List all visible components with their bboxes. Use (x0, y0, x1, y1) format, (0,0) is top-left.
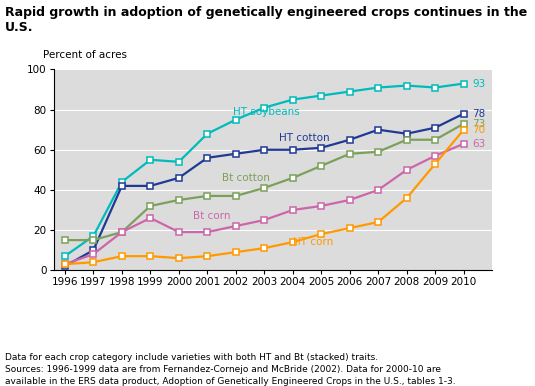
Text: Bt cotton: Bt cotton (221, 173, 270, 183)
Text: Percent of acres: Percent of acres (43, 50, 127, 60)
Text: 93: 93 (472, 78, 485, 88)
Text: 78: 78 (472, 108, 485, 119)
Text: 73: 73 (472, 119, 485, 129)
Text: HT corn: HT corn (293, 237, 333, 247)
Text: Rapid growth in adoption of genetically engineered crops continues in the U.S.: Rapid growth in adoption of genetically … (5, 6, 528, 34)
Text: HT soybeans: HT soybeans (233, 107, 300, 117)
Text: Bt corn: Bt corn (193, 211, 231, 221)
Text: HT cotton: HT cotton (279, 133, 329, 143)
Text: 70: 70 (472, 125, 485, 135)
Text: Data for each crop category include varieties with both HT and Bt (stacked) trai: Data for each crop category include vari… (5, 354, 456, 386)
Text: 63: 63 (472, 139, 485, 149)
